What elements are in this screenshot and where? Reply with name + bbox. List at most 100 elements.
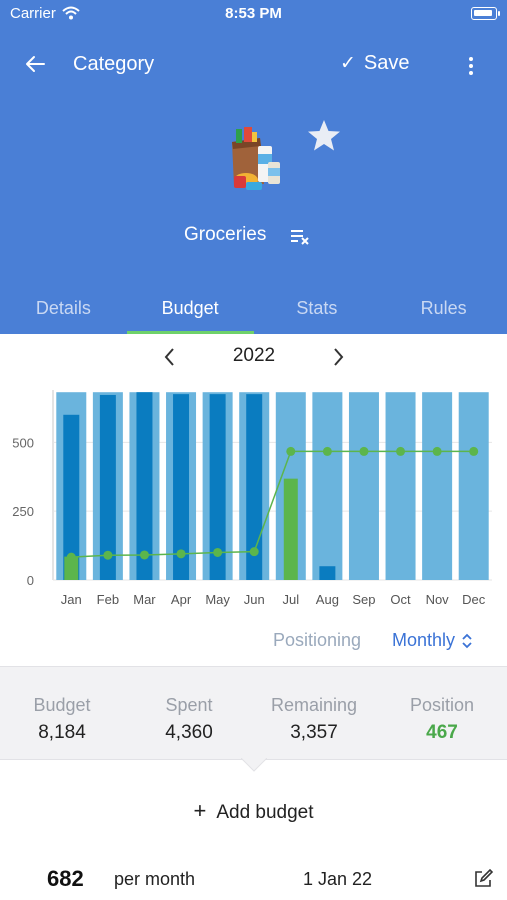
position-point <box>139 550 149 560</box>
position-point <box>396 446 406 456</box>
y-tick-label: 500 <box>12 435 34 450</box>
current-period-bar <box>64 556 79 580</box>
budget-chart: 0 250 500 Jan Feb Mar Apr May Jun Jul Aug Sep Oct Nov… <box>12 390 492 607</box>
carrier-label: Carrier <box>10 5 56 22</box>
budget-period: per month <box>114 869 196 889</box>
budget-bar <box>458 392 489 580</box>
summary-spent-label: Spent <box>165 695 213 715</box>
x-tick-label: Apr <box>171 592 192 607</box>
chevron-updown-icon <box>462 633 472 648</box>
x-tick-label: Mar <box>133 592 156 607</box>
summary-position-value: 467 <box>426 722 458 743</box>
header: Carrier 8:53 PM Category ✓ Save <box>0 0 507 334</box>
position-point <box>66 552 76 562</box>
category-name: Groceries <box>184 224 267 245</box>
budget-start-date: 1 Jan 22 <box>303 869 373 889</box>
x-tick-label: May <box>205 592 230 607</box>
more-dot-icon <box>469 64 473 68</box>
budget-bar <box>312 392 343 580</box>
summary-spent-value: 4,360 <box>165 722 213 743</box>
position-point <box>176 549 186 559</box>
x-tick-label: Sep <box>352 592 375 607</box>
spent-bar <box>173 394 190 580</box>
add-budget-label: Add budget <box>216 802 314 823</box>
spent-bar <box>136 392 153 580</box>
summary-spent: Spent 4,360 <box>127 695 251 744</box>
back-button[interactable] <box>20 50 50 78</box>
arrow-left-icon <box>26 56 45 72</box>
position-point <box>213 547 223 557</box>
year-label: 2022 <box>232 345 276 366</box>
next-year-button[interactable] <box>326 344 350 370</box>
chevron-left-icon <box>164 348 174 366</box>
save-button[interactable]: ✓ Save <box>340 52 410 75</box>
tab-budget[interactable]: Budget <box>126 290 254 334</box>
position-point <box>359 446 369 456</box>
budget-bar <box>422 392 453 580</box>
summary-remaining: Remaining 3,357 <box>252 695 376 744</box>
period-selector[interactable]: Monthly <box>392 630 473 651</box>
x-tick-label: Oct <box>390 592 411 607</box>
spent-bar <box>246 394 263 580</box>
more-dot-icon <box>469 57 473 61</box>
star-icon <box>308 120 340 151</box>
tab-details[interactable]: Details <box>35 298 91 318</box>
budget-summary: Budget 8,184 Spent 4,360 Remaining 3,357… <box>0 666 507 760</box>
more-options-button[interactable] <box>460 54 482 78</box>
save-label: Save <box>363 52 410 74</box>
section-pointer <box>241 758 267 772</box>
budget-entry-row[interactable]: 682 per month 1 Jan 22 <box>0 862 507 898</box>
spent-bar <box>63 414 80 580</box>
budget-bar <box>385 392 416 580</box>
positioning-option[interactable]: Positioning <box>273 630 362 650</box>
spent-bar <box>209 394 226 580</box>
spent-bar <box>319 566 336 580</box>
plus-icon: + <box>193 798 207 823</box>
previous-year-button[interactable] <box>158 344 182 370</box>
x-tick-label: Jan <box>61 592 82 607</box>
position-point <box>322 446 332 456</box>
position-line <box>71 450 474 558</box>
position-point <box>469 446 479 456</box>
y-tick-label: 0 <box>27 573 34 588</box>
spent-bar <box>99 394 116 580</box>
status-bar: Carrier 8:53 PM <box>0 0 507 28</box>
more-dot-icon <box>469 71 473 75</box>
year-selector: 2022 <box>0 340 507 374</box>
grocery-bag-icon <box>232 127 280 190</box>
clear-format-button[interactable] <box>289 226 311 246</box>
x-tick-label: Nov <box>426 592 450 607</box>
tab-stats[interactable]: Stats <box>296 298 338 318</box>
summary-budget: Budget 8,184 <box>0 695 124 744</box>
period-label: Monthly <box>392 630 456 650</box>
summary-remaining-value: 3,357 <box>290 722 338 743</box>
position-point <box>286 446 296 456</box>
summary-remaining-label: Remaining <box>270 695 358 715</box>
wifi-icon <box>62 6 80 20</box>
position-point <box>103 550 113 560</box>
favorite-star-button[interactable] <box>305 117 343 155</box>
budget-amount: 682 <box>47 866 84 891</box>
summary-position: Position 467 <box>380 695 504 744</box>
tab-rules[interactable]: Rules <box>420 298 467 318</box>
clear-list-icon <box>291 230 309 245</box>
x-tick-label: Jul <box>282 592 299 607</box>
edit-icon <box>475 868 494 887</box>
chevron-right-icon <box>334 348 344 366</box>
battery-icon <box>471 7 500 20</box>
x-tick-label: Feb <box>97 592 119 607</box>
status-time: 8:53 PM <box>225 5 282 22</box>
position-point <box>249 547 259 557</box>
nav-title: Category <box>73 53 155 75</box>
budget-bar <box>348 392 379 580</box>
add-budget-button[interactable]: + Add budget <box>0 798 507 824</box>
summary-budget-value: 8,184 <box>38 722 86 743</box>
checkmark-icon: ✓ <box>340 53 356 74</box>
summary-position-label: Position <box>409 695 475 715</box>
x-tick-label: Dec <box>462 592 486 607</box>
position-point <box>432 446 442 456</box>
current-period-bar <box>283 478 298 580</box>
x-tick-label: Aug <box>316 592 339 607</box>
edit-budget-button[interactable] <box>472 868 494 890</box>
tab-bar: Details Budget Stats Rules <box>0 290 507 334</box>
